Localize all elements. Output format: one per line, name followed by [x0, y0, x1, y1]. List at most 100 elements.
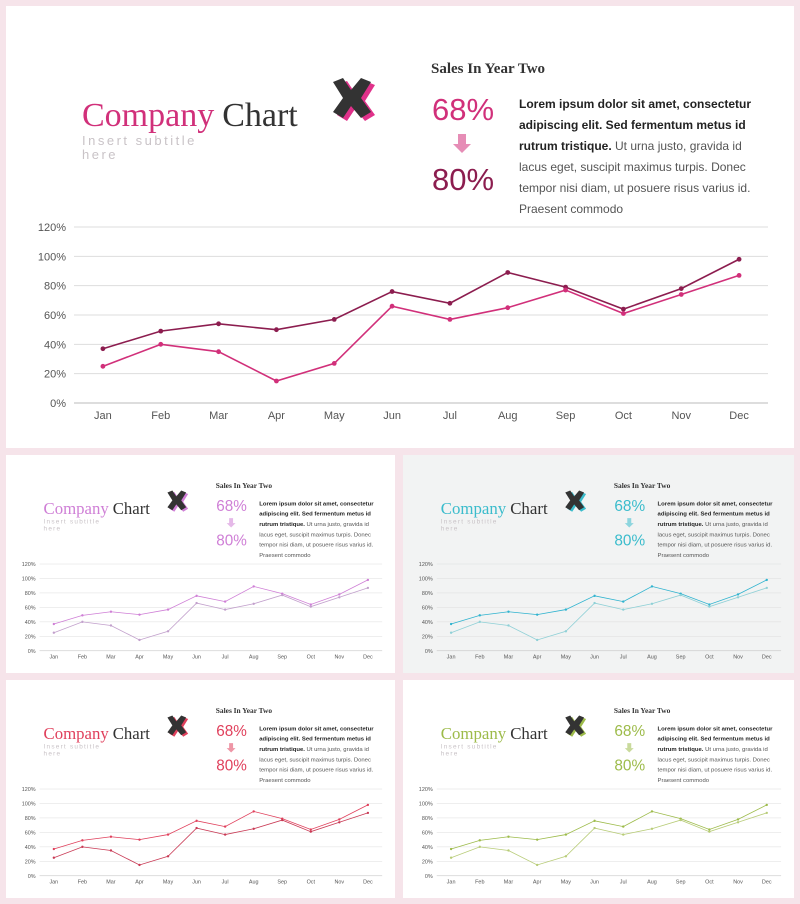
data-point	[447, 317, 453, 322]
data-point	[563, 287, 568, 293]
x-tick-label: Jun	[590, 880, 599, 886]
subtitle-line-1: Insert subtitle	[44, 519, 101, 526]
data-point	[338, 818, 341, 821]
data-point	[622, 608, 625, 611]
data-point	[564, 630, 568, 633]
data-point	[309, 828, 312, 831]
data-point	[281, 593, 284, 597]
data-point	[593, 594, 596, 598]
y-tick-label: 60%	[422, 605, 433, 611]
x-tick-label: Aug	[249, 655, 259, 661]
data-point	[478, 839, 481, 842]
y-tick-label: 60%	[25, 830, 36, 836]
data-point	[708, 828, 711, 831]
data-point	[765, 586, 768, 590]
x-tick-label: Mar	[106, 655, 116, 661]
x-tick-label: Jan	[447, 880, 456, 886]
data-point	[505, 270, 511, 275]
x-tick-label: Apr	[135, 655, 144, 661]
data-point	[478, 620, 481, 624]
data-point	[252, 585, 255, 588]
x-mark-icon	[167, 715, 189, 737]
body-text-line: adipiscing elit. Sed fermentum metus id	[259, 512, 371, 518]
series-line-2	[53, 587, 369, 641]
data-point	[252, 827, 255, 830]
data-point	[216, 349, 221, 355]
data-point	[109, 610, 113, 613]
x-tick-label: Dec	[762, 655, 772, 661]
data-point	[138, 838, 141, 841]
subtitle-line-2: here	[441, 525, 459, 532]
data-point	[535, 838, 539, 841]
title-word-company: Company	[441, 724, 507, 743]
data-point	[331, 317, 337, 322]
body-text-line: Lorem ipsum dolor sit amet, consectetur	[519, 97, 751, 111]
x-tick-label: Sep	[556, 410, 576, 422]
data-point	[507, 835, 510, 838]
x-tick-label: Jan	[49, 880, 58, 886]
x-tick-label: Sep	[676, 880, 686, 886]
x-tick-label: Jul	[443, 410, 457, 422]
x-tick-label: Dec	[363, 880, 373, 886]
x-tick-label: Dec	[762, 880, 772, 886]
body-text-line: adipiscing elit. Sed fermentum metus id	[259, 737, 371, 743]
x-tick-label: May	[163, 655, 174, 661]
data-point	[309, 830, 312, 833]
data-point	[650, 810, 654, 813]
slide-thumbnail-teal[interactable]: Company Chart Insert subtitle here Sales In …	[403, 455, 794, 673]
x-tick-label: Jun	[192, 655, 201, 661]
y-tick-label: 80%	[44, 281, 66, 293]
arrow-down-icon	[453, 134, 471, 153]
data-point	[138, 863, 141, 867]
x-tick-label: Nov	[671, 410, 691, 422]
data-point	[564, 855, 568, 858]
data-point	[564, 833, 568, 836]
slide-title: Company Chart	[441, 499, 548, 518]
series-line-1	[450, 804, 767, 850]
x-tick-label: Feb	[475, 655, 484, 661]
data-point	[389, 289, 395, 294]
slide-thumbnail-green[interactable]: Company Chart Insert subtitle here Sales In …	[403, 680, 794, 898]
series-line-2	[102, 274, 740, 382]
body-text-line: tempor nisi diam, ut posuere risus variu…	[259, 768, 373, 774]
body-text-line: lacus eget, suscipit maximus turpis. Don…	[259, 757, 371, 763]
data-point	[166, 630, 170, 633]
y-tick-label: 80%	[422, 591, 433, 597]
y-tick-label: 40%	[25, 845, 36, 851]
body-text-line: adipiscing elit. Sed fermentum metus id	[519, 118, 746, 132]
data-point	[507, 849, 510, 852]
data-point	[507, 610, 510, 613]
slide-thumbnail-red[interactable]: Company Chart Insert subtitle here Sales In …	[6, 680, 395, 898]
data-point	[678, 292, 684, 297]
data-point	[252, 602, 255, 605]
x-tick-label: Aug	[647, 880, 657, 886]
body-text-line: rutrum tristique. Ut urna justo, gravida…	[259, 522, 369, 528]
sales-title: Sales In Year Two	[614, 481, 671, 490]
x-tick-label: Aug	[498, 410, 518, 422]
body-text-line: tempor nisi diam, ut posuere risus variu…	[259, 543, 373, 549]
x-tick-label: Nov	[733, 655, 743, 661]
line-chart: 0% 20% 40% 60% 80% 100% 120% Jan Feb Mar Apr May Jun…	[22, 562, 383, 661]
x-tick-label: Sep	[277, 655, 287, 661]
data-point	[52, 631, 56, 634]
body-text-line: lacus eget, suscipit maximus turpis. Don…	[658, 532, 770, 538]
y-tick-label: 80%	[422, 816, 433, 822]
x-tick-label: Nov	[335, 655, 345, 661]
data-point	[621, 306, 626, 312]
y-tick-label: 120%	[22, 562, 36, 568]
x-tick-label: Aug	[647, 655, 657, 661]
slide-title: Company Chart	[44, 724, 151, 743]
x-mark-icon	[167, 490, 189, 512]
sales-title: Sales In Year Two	[216, 706, 273, 715]
y-tick-label: 40%	[422, 620, 433, 626]
data-point	[52, 847, 56, 851]
data-point	[564, 608, 568, 611]
data-point	[366, 578, 370, 582]
slide-thumbnail-purple[interactable]: Company Chart Insert subtitle here Sales In …	[6, 455, 395, 673]
line-chart: 0% 20% 40% 60% 80% 100% 120% Jan Feb Mar Apr May Jun…	[38, 222, 768, 422]
x-tick-label: Nov	[733, 880, 743, 886]
y-tick-label: 120%	[22, 787, 36, 793]
x-tick-label: Feb	[78, 880, 87, 886]
